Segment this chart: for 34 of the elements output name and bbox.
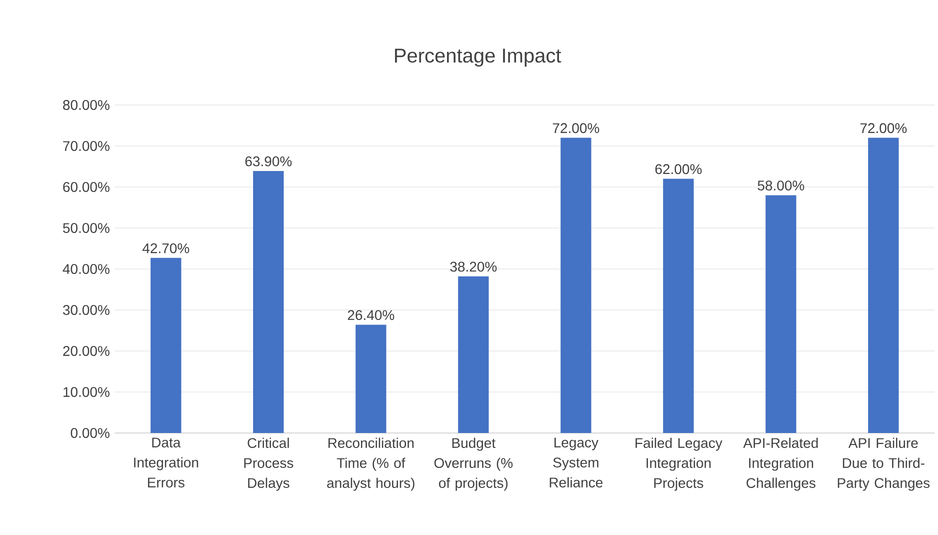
y-tick-label: 20.00% (63, 346, 110, 356)
bar (150, 258, 182, 433)
data-label: 26.40% (348, 310, 394, 320)
x-tick-label: Budget Overruns (% of projects) (434, 438, 513, 491)
y-tick-label: 0.00% (70, 428, 110, 438)
chart-title: Percentage Impact (395, 48, 562, 67)
y-tick-label: 10.00% (64, 387, 110, 397)
y-tick-label: 40.00% (62, 264, 110, 274)
x-tick-label: Reconciliation Time (% of analyst hours) (327, 438, 414, 491)
y-tick-label: 70.00% (63, 141, 110, 151)
x-tick-label: Data Integration Errors (134, 438, 198, 488)
data-label: 72.00% (860, 123, 907, 134)
x-tick-label: API-Related Integration Challenges (743, 438, 818, 491)
bar (766, 195, 796, 433)
x-tick-label: Critical Process Delays (244, 438, 294, 491)
y-tick-label: 50.00% (63, 223, 110, 233)
bar (458, 276, 489, 433)
x-tick-label: Legacy System Reliance (550, 438, 603, 488)
data-label: 72.00% (552, 123, 600, 134)
data-label: 38.20% (450, 262, 497, 272)
data-label: 42.70% (142, 243, 190, 254)
x-tick-label: Failed Legacy Integration Projects (636, 438, 722, 491)
y-tick-label: 60.00% (63, 182, 110, 192)
bar (560, 138, 592, 433)
data-label: 63.90% (245, 156, 292, 166)
bar (253, 171, 284, 433)
bar (663, 178, 694, 433)
bar (868, 138, 899, 433)
y-tick-label: 80.00% (63, 100, 110, 110)
bar (356, 324, 386, 433)
data-label: 62.00% (655, 164, 702, 174)
y-tick-label: 30.00% (62, 305, 110, 315)
x-tick-label: API Failure Due to Third-Party Changes (838, 438, 930, 491)
data-label: 58.00% (758, 180, 804, 190)
